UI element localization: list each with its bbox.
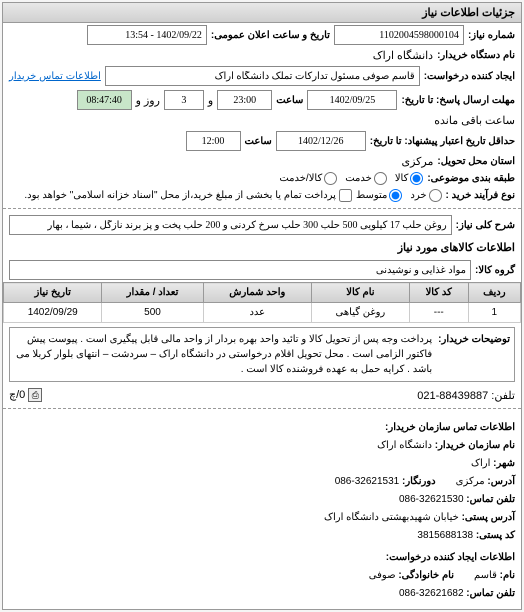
process-radio-medium[interactable]: متوسط bbox=[356, 189, 402, 202]
goods-table: ردیف کد کالا نام کالا واحد شمارش تعداد /… bbox=[3, 282, 521, 323]
goods-title: اطلاعات کالاهای مورد نیاز bbox=[3, 237, 521, 258]
remaining-hours-label: ساعت باقی مانده bbox=[434, 114, 515, 127]
time-label-2: ساعت bbox=[245, 136, 272, 147]
postcode-label: کد پستی: bbox=[476, 530, 515, 541]
contact-section: اطلاعات تماس سازمان خریدار: نام سازمان خ… bbox=[3, 413, 521, 609]
description-box: توضیحات خریدار: پرداخت وجه پس از تحویل ک… bbox=[9, 327, 515, 382]
table-header-row: ردیف کد کالا نام کالا واحد شمارش تعداد /… bbox=[4, 283, 521, 303]
deadline-label: مهلت ارسال پاسخ: تا تاریخ: bbox=[401, 95, 515, 106]
summary-label: شرح کلی نیاز: bbox=[456, 220, 515, 231]
desc-text: پرداخت وجه پس از تحویل کالا و تائید واحد… bbox=[14, 332, 432, 377]
col-unit: واحد شمارش bbox=[203, 283, 311, 303]
row-validity: حداقل تاریخ اعتبار پیشنهاد: تا تاریخ: سا… bbox=[3, 129, 521, 153]
row-creator: ایجاد کننده درخواست: اطلاعات تماس خریدار bbox=[3, 64, 521, 88]
validity-label: حداقل تاریخ اعتبار پیشنهاد: تا تاریخ: bbox=[370, 136, 515, 147]
panel-title: جزئیات اطلاعات نیاز bbox=[3, 3, 521, 23]
row-process: نوع فرآیند خرید : خرد متوسط پرداخت تمام … bbox=[3, 187, 521, 204]
col-code: کد کالا bbox=[409, 283, 468, 303]
group-label: گروه کالا: bbox=[475, 265, 515, 276]
table-row[interactable]: 1 --- روغن گیاهی عدد 500 1402/09/29 bbox=[4, 303, 521, 323]
city-label: شهر: bbox=[493, 458, 515, 469]
process-radio-group: خرد متوسط bbox=[356, 189, 442, 202]
addr-label: آدرس: bbox=[487, 476, 515, 487]
print-indicator[interactable]: ⎙ 0/چ bbox=[9, 388, 42, 402]
row-deadline: مهلت ارسال پاسخ: تا تاریخ: ساعت و روز و … bbox=[3, 88, 521, 129]
city-value: اراک bbox=[471, 458, 490, 469]
deadline-time-input[interactable] bbox=[217, 90, 272, 110]
row-request-no: شماره نیاز: تاریخ و ساعت اعلان عمومی: bbox=[3, 23, 521, 47]
contact-link[interactable]: اطلاعات تماس خریدار bbox=[9, 71, 101, 82]
process-label: نوع فرآیند خرید : bbox=[446, 190, 515, 201]
budget-radio-group: کالا خدمت کالا/خدمت bbox=[279, 172, 423, 185]
remaining-days-input bbox=[164, 90, 204, 110]
creator-label: ایجاد کننده درخواست: bbox=[424, 71, 515, 82]
row-budget: طبقه بندی موضوعی: کالا خدمت کالا/خدمت bbox=[3, 170, 521, 187]
process-radio-small[interactable]: خرد bbox=[410, 189, 441, 202]
row-province: استان محل تحویل: مرکزی bbox=[3, 153, 521, 170]
postaddr-label: آدرس پستی: bbox=[462, 512, 515, 523]
creator-input[interactable] bbox=[105, 66, 420, 86]
phone-value: 32621530-086 bbox=[399, 494, 464, 505]
col-row: ردیف bbox=[468, 283, 520, 303]
budget-label: طبقه بندی موضوعی: bbox=[427, 173, 515, 184]
phone-footer: تلفن: 88439887-021 bbox=[417, 389, 515, 402]
payment-note: پرداخت تمام یا بخشی از مبلغ خرید،از محل … bbox=[24, 190, 336, 201]
phone-label: تلفن تماس: bbox=[466, 494, 515, 505]
request-no-input[interactable] bbox=[334, 25, 464, 45]
remaining-time-input bbox=[77, 90, 132, 110]
remaining-days-label: روز و bbox=[136, 94, 160, 107]
contact-title-1: اطلاعات تماس سازمان خریدار: bbox=[9, 419, 515, 437]
postcode-value: 3815688138 bbox=[417, 530, 473, 541]
province-value: مرکزی bbox=[402, 155, 434, 168]
group-input[interactable] bbox=[9, 260, 471, 280]
announce-input[interactable] bbox=[87, 25, 207, 45]
footer-row: تلفن: 88439887-021 ⎙ 0/چ bbox=[3, 386, 521, 404]
remaining-and: و bbox=[208, 94, 213, 107]
divider-2 bbox=[3, 408, 521, 409]
province-label: استان محل تحویل: bbox=[437, 156, 515, 167]
summary-input[interactable] bbox=[9, 215, 452, 235]
row-group: گروه کالا: bbox=[3, 258, 521, 282]
row-buyer: نام دستگاه خریدار: دانشگاه اراک bbox=[3, 47, 521, 64]
buyer-label: نام دستگاه خریدار: bbox=[437, 50, 515, 61]
divider-1 bbox=[3, 208, 521, 209]
cell-qty: 500 bbox=[102, 303, 203, 323]
payment-note-checkbox[interactable]: پرداخت تمام یا بخشی از مبلغ خرید،از محل … bbox=[24, 189, 352, 202]
cell-code: --- bbox=[409, 303, 468, 323]
org-label: نام سازمان خریدار: bbox=[435, 440, 515, 451]
validity-date-input[interactable] bbox=[276, 131, 366, 151]
col-qty: تعداد / مقدار bbox=[102, 283, 203, 303]
request-no-label: شماره نیاز: bbox=[468, 30, 515, 41]
budget-radio-goods[interactable]: کالا bbox=[395, 172, 424, 185]
budget-radio-both[interactable]: کالا/خدمت bbox=[279, 172, 337, 185]
row-summary: شرح کلی نیاز: bbox=[3, 213, 521, 237]
cell-date: 1402/09/29 bbox=[4, 303, 102, 323]
details-panel: جزئیات اطلاعات نیاز شماره نیاز: تاریخ و … bbox=[2, 2, 522, 610]
budget-radio-service[interactable]: خدمت bbox=[345, 172, 387, 185]
time-label-1: ساعت bbox=[276, 95, 303, 106]
announce-label: تاریخ و ساعت اعلان عمومی: bbox=[211, 30, 330, 41]
cell-unit: عدد bbox=[203, 303, 311, 323]
print-icon: ⎙ bbox=[28, 388, 42, 402]
desc-label: توضیحات خریدار: bbox=[438, 332, 510, 377]
validity-time-input[interactable] bbox=[186, 131, 241, 151]
cell-row: 1 bbox=[468, 303, 520, 323]
cell-name: روغن گیاهی bbox=[312, 303, 410, 323]
col-name: نام کالا bbox=[312, 283, 410, 303]
buyer-value: دانشگاه اراک bbox=[373, 49, 433, 62]
col-date: تاریخ نیاز bbox=[4, 283, 102, 303]
contact-title-2: اطلاعات ایجاد کننده درخواست: bbox=[9, 549, 515, 567]
addr-value: مرکزی bbox=[456, 476, 485, 487]
postaddr-value: خیابان شهیدبهشتی دانشگاه اراک bbox=[324, 512, 459, 523]
org-value: دانشگاه اراک bbox=[377, 440, 432, 451]
phone2-label: تلفن تماس: bbox=[466, 588, 515, 599]
phone2-value: 32621682-086 bbox=[399, 588, 464, 599]
deadline-date-input[interactable] bbox=[307, 90, 397, 110]
fax-value: 32621531-086 bbox=[335, 476, 400, 487]
fax-label: دورنگار: bbox=[402, 476, 436, 487]
